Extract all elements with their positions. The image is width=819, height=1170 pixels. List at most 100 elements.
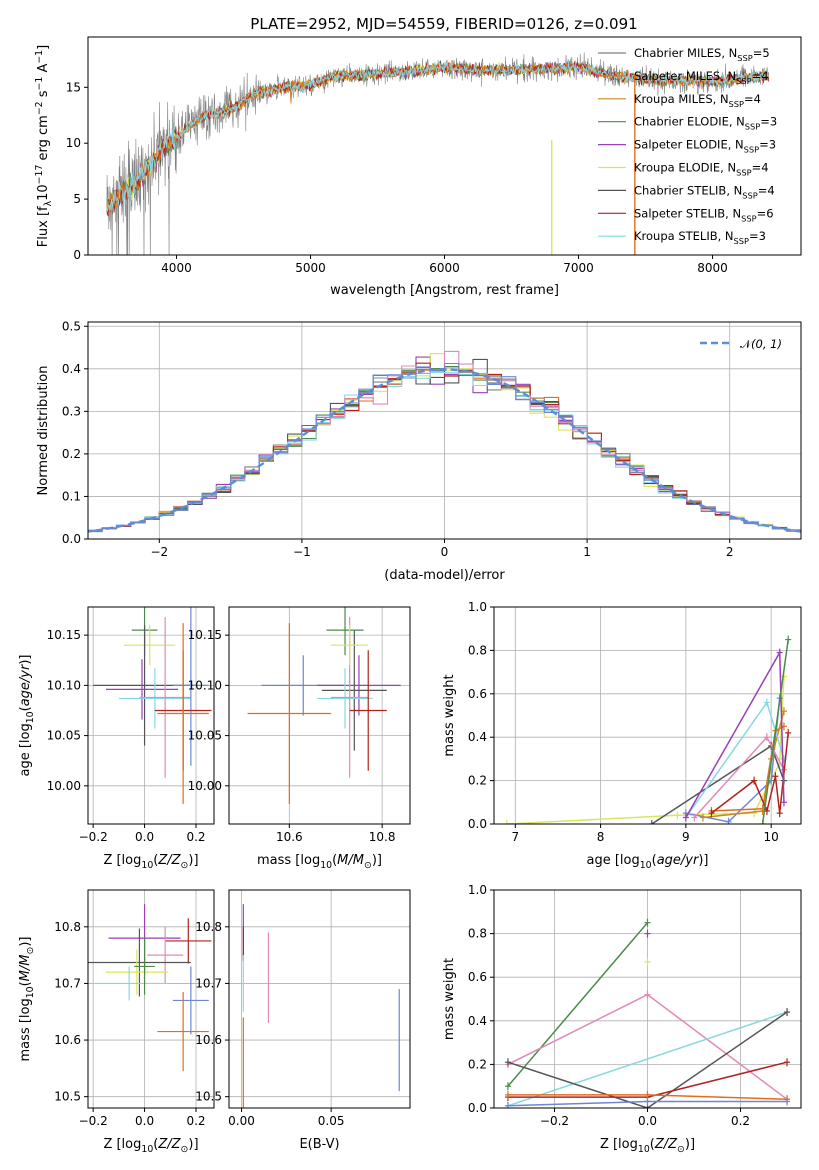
series-line (693, 735, 785, 819)
histogram-series (88, 362, 801, 534)
error-bar-point (247, 623, 332, 804)
mass-vs-metallicity-panel: −0.2 0.0 0.2 10.5 10.6 10.7 10.8 Z [log10(Z/Z⊙)… (18, 889, 215, 1155)
legend: Chabrier MILES, NSSP=5 Salpeter MILES, NS… (598, 46, 777, 246)
weight-series (504, 918, 791, 1108)
error-bar-point (172, 966, 209, 1035)
y-tick-label: 10.6 (195, 1033, 222, 1047)
axes-frame (228, 889, 411, 1109)
error-bar-point (147, 926, 184, 984)
error-bar-point (326, 607, 364, 656)
x-tick-label: 8 (597, 830, 605, 844)
x-tick-label: 0.2 (186, 830, 205, 844)
x-tick-label: −2 (150, 545, 168, 559)
y-axis-label: age [log10(age/yr)] (18, 654, 36, 776)
weight-series-line (503, 672, 787, 824)
y-tick-label: 10 (66, 136, 81, 150)
histograms (88, 350, 801, 534)
y-tick-label: 0.8 (468, 643, 487, 657)
y-tick-label: 10.5 (195, 1090, 222, 1104)
y-tick-label: 0 (73, 248, 81, 262)
y-tick-label: 10.10 (47, 678, 81, 692)
spectrum-panel: 4000 5000 6000 7000 8000 0 5 10 15 wavelength [An… (34, 36, 802, 298)
error-bar-point (139, 617, 191, 778)
x-axis-label: Z [log10(Z/Z⊙)] (103, 1137, 198, 1155)
series-line (711, 732, 789, 814)
x-tick-label: 0.0 (135, 830, 154, 844)
x-tick-label: 0 (441, 545, 449, 559)
spectrum-line (106, 61, 770, 217)
legend-entry: Chabrier STELIB, NSSP=4 (634, 183, 775, 200)
y-tick-label: 1.0 (468, 600, 487, 614)
x-tick-label: 10.8 (369, 830, 396, 844)
y-axis-label: Flux [fλ10−17 erg cm−2 s−1 A−1] (34, 45, 54, 247)
y-tick-label: 0.4 (468, 730, 487, 744)
y-tick-label: 0.4 (468, 1014, 487, 1028)
y-tick-label: 10.00 (188, 779, 222, 793)
mass-weight-vs-metallicity-panel: −0.2 0.0 0.2 0.0 0.2 0.4 0.6 0.8 1.0 Z [log10(Z/Z… (442, 883, 802, 1155)
x-tick-label: 0.0 (135, 1114, 154, 1128)
error-bar-point (124, 625, 176, 666)
y-axis-label: Normed distribution (36, 366, 51, 496)
age-vs-mass-panel: 10.6 10.8 10.00 10.05 10.10 10.15 mass [log10(… (188, 606, 411, 871)
y-axis-label: mass weight (442, 674, 457, 756)
axes-frame (228, 606, 411, 825)
x-tick-label: −0.2 (79, 1114, 108, 1128)
normal-reference-curve (88, 368, 801, 533)
x-axis-label: Z [log10(Z/Z⊙)] (103, 853, 198, 871)
x-tick-label: 7 (511, 830, 519, 844)
y-tick-label: 0.8 (468, 927, 487, 941)
error-bar-point (106, 949, 168, 995)
y-tick-label: 0.2 (62, 447, 81, 461)
axes-frame (493, 889, 802, 1109)
y-tick-label: 10.15 (47, 628, 81, 642)
x-axis-label: Z [log10(Z/Z⊙)] (600, 1137, 695, 1155)
mass-vs-extinction-panel: 0.00 0.05 10.5 10.6 10.7 10.8 E(B-V) (195, 889, 411, 1152)
y-tick-label: 0.3 (62, 404, 81, 418)
x-tick-label: 6000 (429, 261, 460, 275)
error-bar-point (134, 938, 155, 995)
series-line (507, 1011, 788, 1107)
y-tick-label: 0.0 (468, 817, 487, 831)
x-tick-label: 4000 (161, 261, 192, 275)
error-bars (247, 607, 401, 804)
error-bar-point (349, 650, 387, 771)
axes-frame (87, 889, 215, 1109)
error-bar-point (321, 630, 387, 751)
age-vs-metallicity-panel: −0.2 0.0 0.2 10.00 10.05 10.10 10.15 Z [log10(Z… (18, 606, 215, 871)
error-bar-point (157, 991, 209, 1072)
series-line (761, 639, 789, 824)
figure-title: PLATE=2952, MJD=54559, FIBERID=0126, z=0… (250, 15, 637, 33)
y-tick-label: 5 (73, 192, 81, 206)
axes-frame (87, 36, 802, 256)
y-axis-label: mass [log10(M/M⊙)] (18, 937, 36, 1062)
y-tick-label: 0.0 (62, 532, 81, 546)
error-bar-point (165, 918, 212, 964)
y-tick-label: 10.15 (188, 628, 222, 642)
y-tick-label: 0.5 (62, 319, 81, 333)
mass-weight-vs-age-panel: 7 8 9 10 0.0 0.2 0.4 0.6 0.8 1.0 age [log10(age/yr… (442, 600, 802, 871)
error-bar-point (106, 659, 178, 720)
y-tick-label: 10.7 (54, 976, 81, 990)
x-tick-label: 7000 (563, 261, 594, 275)
series-line (507, 1011, 788, 1108)
y-tick-label: 10.05 (188, 729, 222, 743)
x-axis-label: wavelength [Angstrom, rest frame] (330, 283, 559, 298)
residual-histogram-panel: −2 −1 0 1 2 0.0 0.1 0.2 0.3 0.4 0.5 (data-model)/er… (36, 319, 802, 583)
series-line (507, 922, 649, 1087)
y-tick-label: 10.6 (54, 1033, 81, 1047)
legend-entry: Salpeter ELODIE, NSSP=3 (634, 138, 776, 155)
legend-entry: Salpeter MILES, NSSP=4 (634, 69, 769, 86)
axes-frame (87, 606, 215, 825)
y-tick-label: 10.8 (54, 920, 81, 934)
error-bar-point (317, 655, 401, 716)
axes-frame (493, 606, 802, 825)
y-tick-label: 10.8 (195, 920, 222, 934)
y-axis-label: mass weight (442, 958, 457, 1040)
weight-series (503, 635, 792, 824)
error-bar-point (317, 668, 373, 729)
legend-entry: Kroupa MILES, NSSP=4 (634, 92, 761, 109)
y-tick-label: 0.6 (468, 970, 487, 984)
axes-frame (87, 321, 802, 540)
y-tick-label: 0.1 (62, 489, 81, 503)
